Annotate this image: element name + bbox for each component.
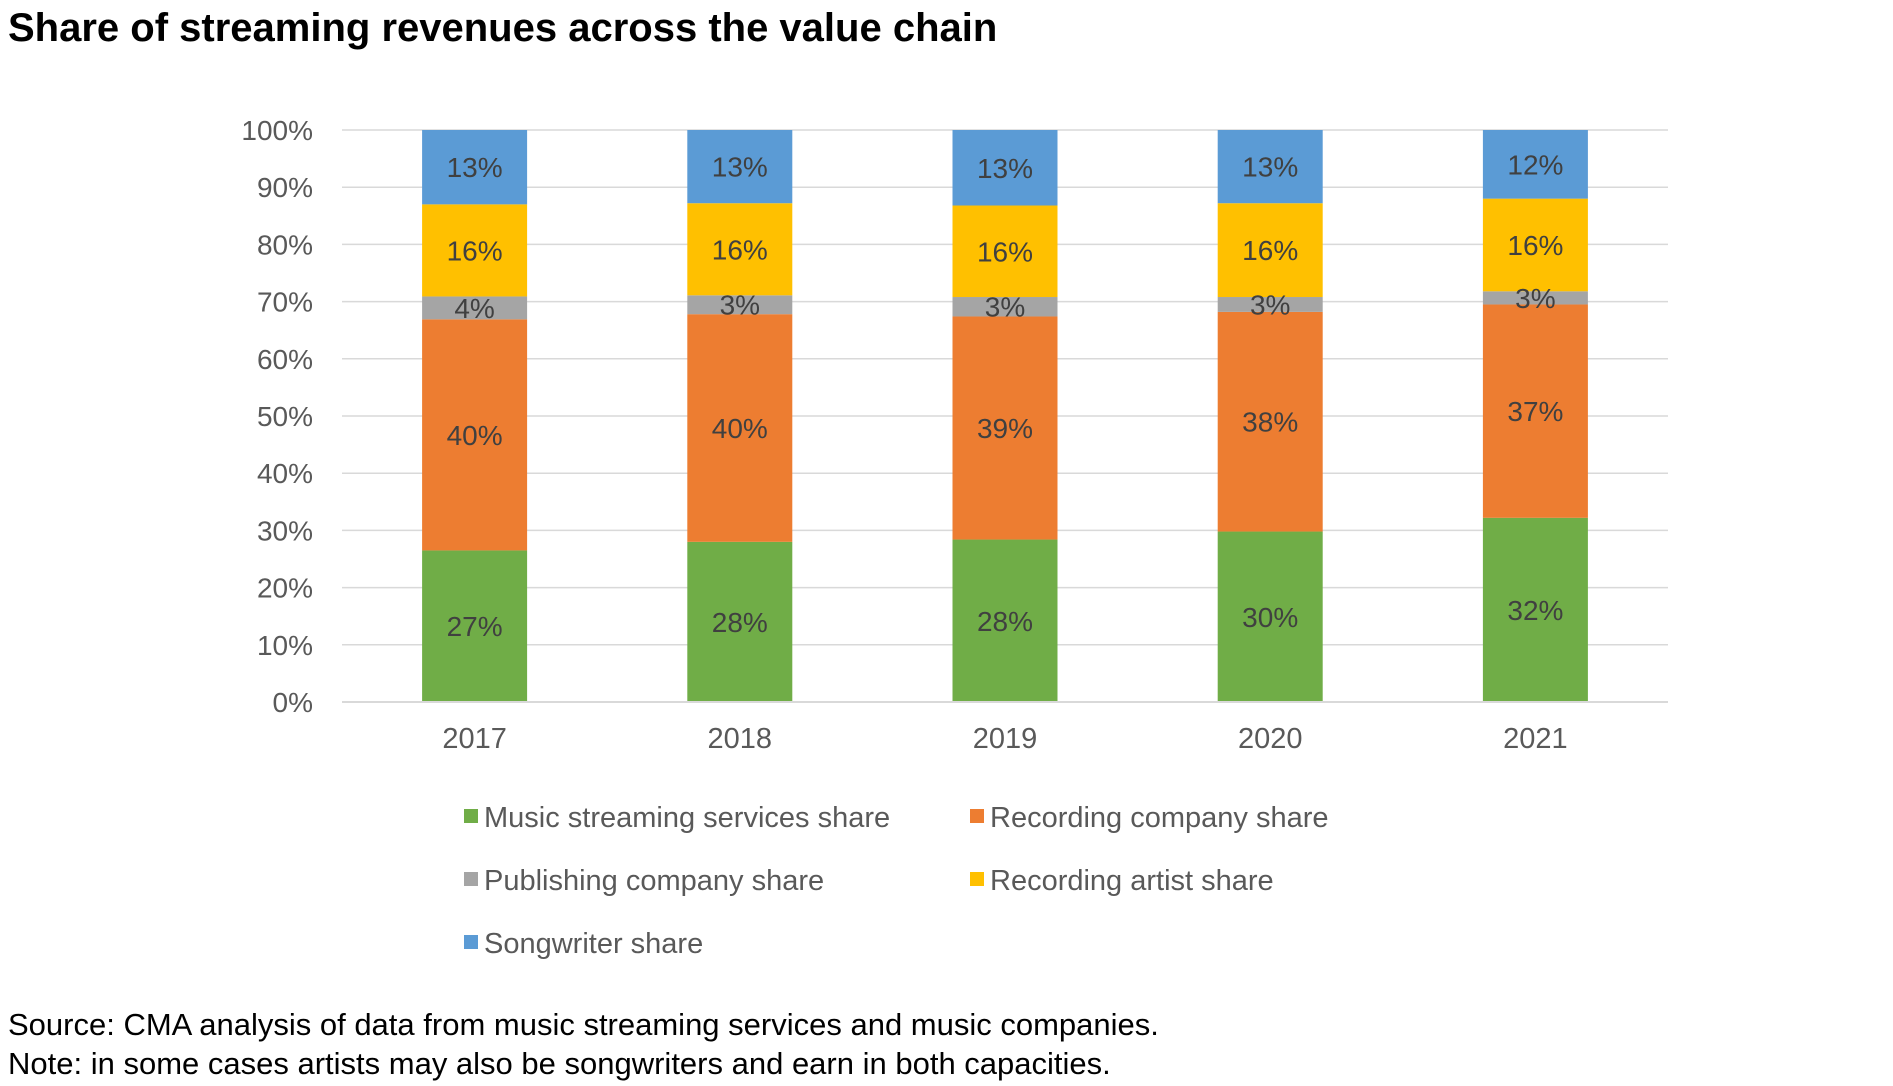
chart: 0% 10% 20% 30% 40% 50% 60% 70% 80% 90% 100% 27% 40% 4… (241, 115, 1668, 960)
data-label: 4% (454, 293, 494, 324)
bar-segment (1217, 130, 1323, 204)
bar-segment (687, 295, 793, 315)
bar-segment (952, 297, 1058, 317)
chart-title: Share of streaming revenues across the v… (8, 6, 998, 50)
data-label: 38% (1242, 407, 1298, 438)
legend-swatch (970, 809, 984, 823)
bar-segment (1217, 531, 1323, 702)
data-label: 16% (1242, 235, 1298, 266)
bar-segment (952, 539, 1058, 702)
legend-swatch (464, 809, 478, 823)
bar-segment (687, 541, 793, 702)
bar-segment (1482, 291, 1588, 305)
y-tick-label: 100% (241, 115, 313, 146)
bar-segment (422, 550, 528, 702)
y-tick-label: 80% (257, 229, 313, 260)
x-tick-label: 2017 (442, 723, 507, 755)
bar-segment (1217, 297, 1323, 312)
legend-swatch (464, 872, 478, 886)
bar-segment (952, 130, 1058, 206)
bar-segment (687, 130, 793, 204)
data-label: 28% (712, 607, 768, 638)
legend-swatch (464, 935, 478, 949)
data-label: 27% (447, 611, 503, 642)
data-label: 37% (1507, 396, 1563, 427)
data-label: 13% (712, 152, 768, 183)
x-tick-label: 2020 (1238, 723, 1303, 755)
data-label: 3% (720, 290, 760, 321)
x-tick-label: 2021 (1503, 723, 1568, 755)
legend-label: Recording company share (990, 802, 1329, 834)
data-label: 40% (447, 420, 503, 451)
footnote: Note: in some cases artists may also be … (8, 1046, 1111, 1081)
y-tick-label: 40% (257, 458, 313, 489)
data-label: 13% (1242, 152, 1298, 183)
bar-segment (422, 319, 528, 551)
bar-segment (952, 316, 1058, 540)
y-tick-label: 70% (257, 287, 313, 318)
y-tick-label: 60% (257, 344, 313, 375)
data-label: 16% (977, 236, 1033, 267)
y-tick-label: 30% (257, 515, 313, 546)
data-label: 16% (712, 234, 768, 265)
bar-segment (422, 130, 528, 205)
data-label: 30% (1242, 602, 1298, 633)
bar-segment (1482, 304, 1588, 518)
x-tick-label: 2019 (973, 723, 1038, 755)
bar-segment (1217, 311, 1323, 532)
y-tick-label: 50% (257, 401, 313, 432)
bar-segment (687, 203, 793, 296)
data-label: 3% (1250, 289, 1290, 320)
legend-label: Songwriter share (484, 928, 703, 960)
legend-swatch (970, 872, 984, 886)
bar-segment (1217, 203, 1323, 298)
data-label: 13% (977, 153, 1033, 184)
bar-segment (422, 204, 528, 297)
data-label: 16% (1507, 230, 1563, 261)
data-label: 32% (1507, 595, 1563, 626)
data-label: 13% (447, 152, 503, 183)
bar-segment (687, 314, 793, 542)
bar-segment (952, 205, 1058, 298)
data-label: 16% (447, 235, 503, 266)
data-label: 12% (1507, 149, 1563, 180)
x-tick-label: 2018 (708, 723, 773, 755)
y-tick-label: 20% (257, 573, 313, 604)
legend-label: Music streaming services share (484, 802, 890, 834)
data-label: 28% (977, 606, 1033, 637)
data-label: 39% (977, 413, 1033, 444)
y-tick-label: 10% (257, 630, 313, 661)
y-tick-label: 90% (257, 172, 313, 203)
data-label: 3% (985, 292, 1025, 323)
data-label: 40% (712, 413, 768, 444)
bar-segment (1482, 517, 1588, 702)
source-note: Source: CMA analysis of data from music … (8, 1007, 1159, 1042)
bar-segment (1482, 198, 1588, 292)
y-tick-label: 0% (273, 687, 313, 718)
data-label: 3% (1515, 283, 1555, 314)
bar-segment (1482, 130, 1588, 199)
legend-label: Publishing company share (484, 865, 824, 897)
legend-label: Recording artist share (990, 865, 1274, 897)
bar-segment (422, 296, 528, 320)
